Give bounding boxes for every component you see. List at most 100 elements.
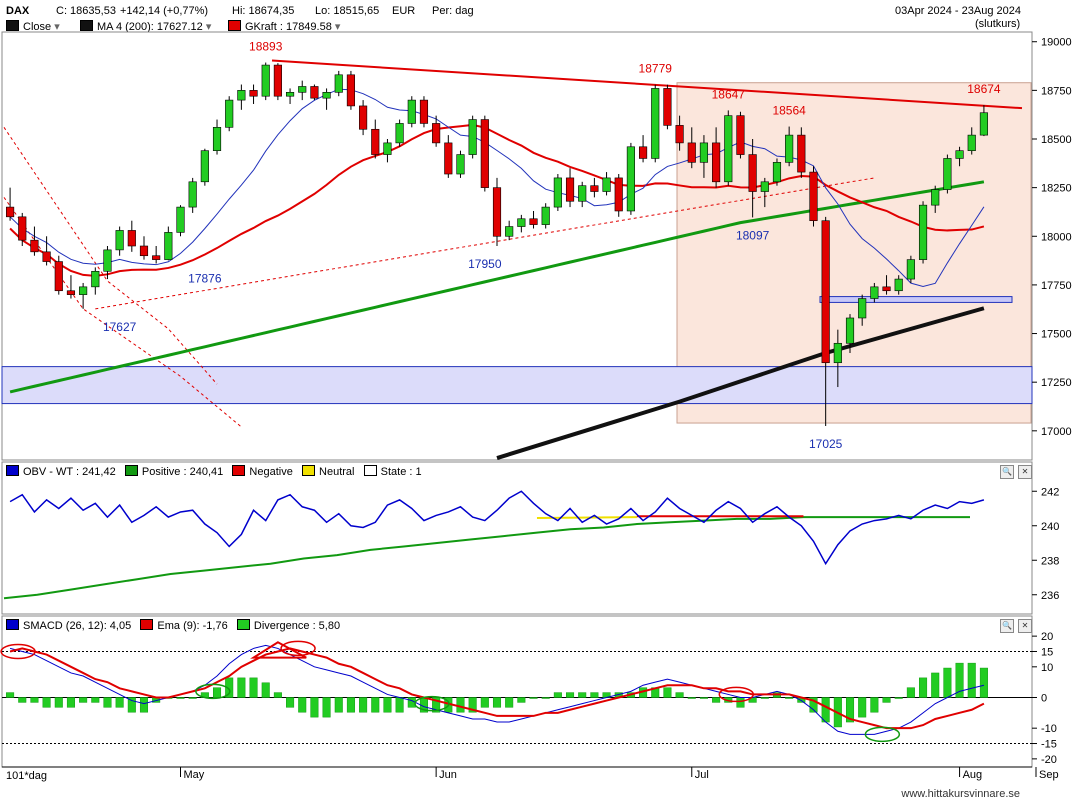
candle-body xyxy=(419,99,429,124)
divergence-bar xyxy=(91,697,100,703)
candle-body xyxy=(225,99,234,128)
candle-body xyxy=(18,216,27,241)
chevron-down-icon[interactable]: ▾ xyxy=(54,21,60,33)
candle-body xyxy=(553,177,562,208)
candle-body xyxy=(261,64,270,97)
divergence-bar xyxy=(882,697,891,703)
candle-body xyxy=(906,259,915,280)
candle-body xyxy=(188,181,197,208)
candle-body xyxy=(346,74,355,107)
divergence-bar xyxy=(675,692,684,698)
y-tick-label: 20 xyxy=(1041,631,1053,643)
candle-body xyxy=(310,86,319,99)
divergence-bar xyxy=(712,697,721,703)
divergence-bar xyxy=(310,697,319,718)
divergence-bar xyxy=(955,662,964,698)
divergence-bar xyxy=(42,697,51,708)
candle-body xyxy=(505,226,514,237)
signal-ellipse xyxy=(195,683,231,700)
candle-body xyxy=(894,278,903,292)
chevron-down-icon[interactable]: ▾ xyxy=(334,21,341,33)
y-tick-label: 17250 xyxy=(1041,377,1072,389)
price-annotation: 17950 xyxy=(468,257,502,271)
candle-body xyxy=(845,317,855,344)
legend-ma-label: MA 4 (200): 17627.12 xyxy=(97,21,203,33)
candle-body xyxy=(212,127,222,151)
candle-body xyxy=(334,74,343,93)
candle-body xyxy=(724,115,733,183)
smacd-panel: 20 15 10 0 -10 -15 -20 xyxy=(0,615,1057,768)
legend-ma[interactable]: MA 4 (200): 17627.12 ▾ xyxy=(80,20,211,33)
candle-body xyxy=(395,123,404,144)
divergence-bar xyxy=(346,697,355,713)
candle-body xyxy=(127,230,136,247)
divergence-bar xyxy=(18,697,27,703)
candle-body xyxy=(651,88,660,159)
divergence-bar xyxy=(967,662,976,698)
obv-legend-label: OBV - WT : 241,42 xyxy=(23,466,116,478)
divergence-bar xyxy=(188,697,197,699)
divergence-bar xyxy=(663,687,672,698)
divergence-bar xyxy=(261,682,270,698)
support-rectangle xyxy=(819,296,1013,303)
ma-green-line xyxy=(9,180,985,394)
legend-close[interactable]: Close ▾ xyxy=(6,20,60,33)
candle-body xyxy=(103,249,112,272)
obv-panel: 242 240 238 236 xyxy=(1,461,1059,615)
candle-body xyxy=(675,125,684,144)
divergence-legend-label: Divergence : 5,80 xyxy=(253,620,341,632)
candle-body xyxy=(639,146,648,159)
panel-frame xyxy=(1,615,1033,768)
obv-line xyxy=(9,490,985,566)
legend-gkraft-label: GKraft : 17849.58 xyxy=(245,21,332,33)
ema-legend-label: Ema (9): -1,76 xyxy=(157,620,228,632)
candle-body xyxy=(858,298,867,319)
chevron-down-icon[interactable]: ▾ xyxy=(205,21,212,33)
y-tick-label: 238 xyxy=(1041,555,1059,567)
close-value: C: 18635,53 xyxy=(56,5,116,17)
candle-body xyxy=(492,187,502,237)
date-range: 03Apr 2024 - 23Aug 2024 xyxy=(895,5,1021,17)
candle-body xyxy=(809,171,818,222)
legend-gkraft[interactable]: GKraft : 17849.58 ▾ xyxy=(228,20,340,33)
candle-body xyxy=(444,142,453,175)
divergence-bar xyxy=(115,697,124,708)
resistance-trendline xyxy=(271,59,1023,110)
zoom-icon[interactable]: 🔍 xyxy=(1000,465,1014,479)
y-tick-label: 18250 xyxy=(1041,183,1072,195)
candle-body xyxy=(529,218,538,225)
divergence-bar xyxy=(395,697,404,713)
close-icon[interactable]: ✕ xyxy=(1018,619,1032,633)
candle-body xyxy=(760,181,769,192)
divergence-bar xyxy=(225,677,234,698)
candle-body xyxy=(943,158,952,190)
candle-body xyxy=(578,185,587,202)
candle-body xyxy=(772,162,782,183)
divergence-bar xyxy=(919,677,928,698)
close-icon[interactable]: ✕ xyxy=(1018,465,1032,479)
divergence-bar xyxy=(845,697,855,723)
y-tick-label: 15 xyxy=(1041,646,1053,658)
price-panel: 19000 18750 18500 18250 18000 17750 17500 17250… xyxy=(1,31,1072,461)
divergence-bar xyxy=(237,677,246,698)
low-value: Lo: 18515,65 xyxy=(315,5,380,17)
signal-ellipse xyxy=(718,686,755,703)
candle-body xyxy=(712,142,721,183)
negative-legend-label: Negative xyxy=(249,466,293,478)
zoom-icon[interactable]: 🔍 xyxy=(1000,619,1014,633)
ema-line xyxy=(9,647,985,730)
divergence-bar xyxy=(870,697,879,713)
ma-red-line xyxy=(9,123,985,277)
divergence-bar xyxy=(906,687,915,698)
candle-body xyxy=(663,88,672,126)
candle-body xyxy=(432,123,441,144)
candle-body xyxy=(298,86,307,93)
y-tick-label: 242 xyxy=(1041,486,1059,498)
divergence-bar xyxy=(529,697,538,699)
candle-body xyxy=(164,232,173,260)
divergence-bar xyxy=(492,697,502,708)
candle-body xyxy=(456,154,465,175)
x-tick-label: Jun xyxy=(439,769,457,781)
candle-body xyxy=(200,150,209,183)
candle-body xyxy=(273,64,282,97)
